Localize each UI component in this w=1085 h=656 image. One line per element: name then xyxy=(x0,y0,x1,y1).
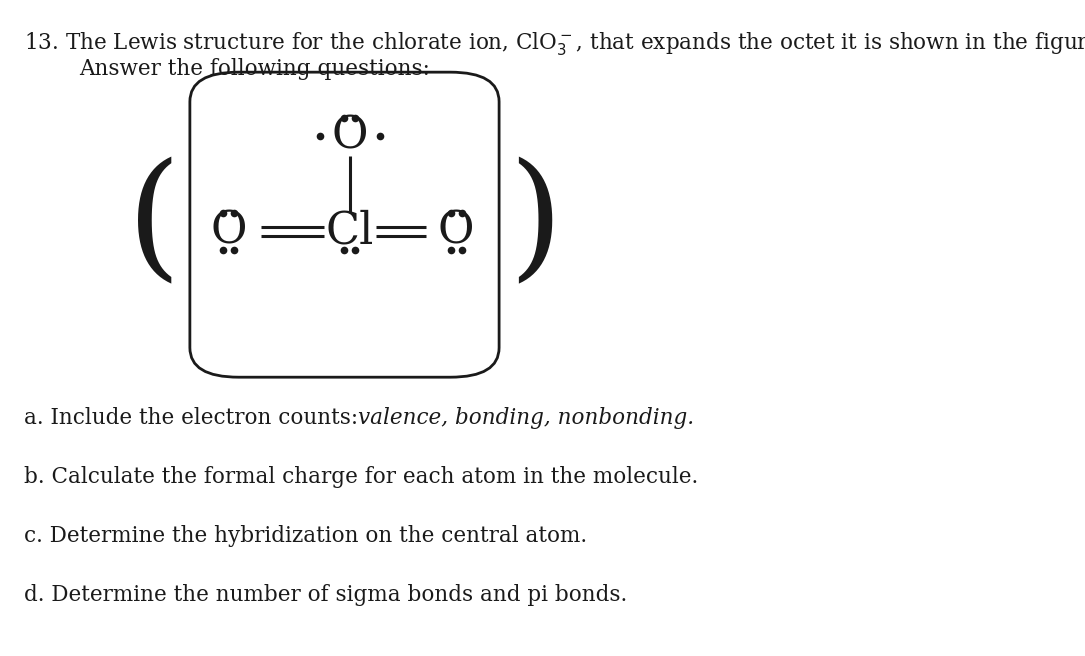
Text: O: O xyxy=(210,210,246,253)
Text: Answer the following questions:: Answer the following questions: xyxy=(79,58,430,80)
Text: O: O xyxy=(438,210,474,253)
Text: d. Determine the number of sigma bonds and pi bonds.: d. Determine the number of sigma bonds a… xyxy=(24,584,627,606)
Text: (: ( xyxy=(127,157,181,292)
Text: a. Include the electron counts:: a. Include the electron counts: xyxy=(24,407,365,429)
Text: O: O xyxy=(332,115,368,157)
Text: valence, bonding, nonbonding.: valence, bonding, nonbonding. xyxy=(358,407,694,429)
Text: Cl: Cl xyxy=(326,210,374,253)
FancyBboxPatch shape xyxy=(190,72,499,377)
Text: c. Determine the hybridization on the central atom.: c. Determine the hybridization on the ce… xyxy=(24,525,587,547)
Text: b. Calculate the formal charge for each atom in the molecule.: b. Calculate the formal charge for each … xyxy=(24,466,698,488)
Text: ): ) xyxy=(508,157,562,292)
Text: 13. The Lewis structure for the chlorate ion, ClO$_3^-$, that expands the octet : 13. The Lewis structure for the chlorate… xyxy=(24,30,1085,56)
